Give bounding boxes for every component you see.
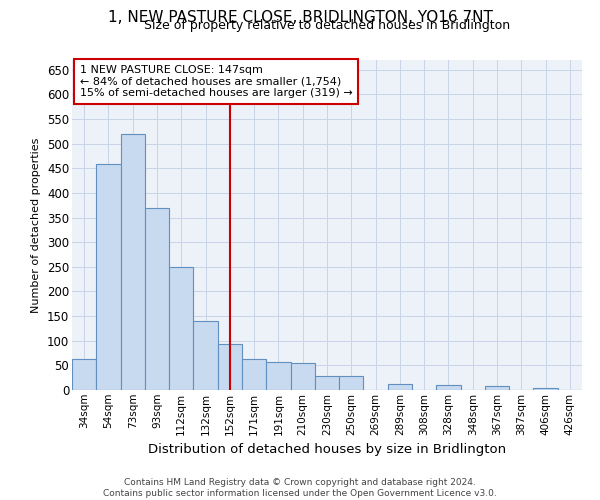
Bar [436, 385, 461, 390]
Bar [339, 376, 364, 390]
Bar [315, 376, 339, 390]
Bar [145, 208, 169, 390]
Bar [72, 360, 96, 390]
Bar [121, 134, 145, 390]
Bar [242, 360, 266, 390]
Text: 1 NEW PASTURE CLOSE: 147sqm
← 84% of detached houses are smaller (1,754)
15% of : 1 NEW PASTURE CLOSE: 147sqm ← 84% of det… [80, 65, 352, 98]
Bar [533, 388, 558, 390]
Text: Contains HM Land Registry data © Crown copyright and database right 2024.
Contai: Contains HM Land Registry data © Crown c… [103, 478, 497, 498]
Bar [96, 164, 121, 390]
Bar [266, 362, 290, 390]
Y-axis label: Number of detached properties: Number of detached properties [31, 138, 41, 312]
Bar [193, 321, 218, 390]
Bar [169, 267, 193, 390]
Bar [388, 384, 412, 390]
Bar [218, 344, 242, 390]
Bar [290, 363, 315, 390]
Text: 1, NEW PASTURE CLOSE, BRIDLINGTON, YO16 7NT: 1, NEW PASTURE CLOSE, BRIDLINGTON, YO16 … [107, 10, 493, 25]
Title: Size of property relative to detached houses in Bridlington: Size of property relative to detached ho… [144, 20, 510, 32]
Bar [485, 386, 509, 390]
X-axis label: Distribution of detached houses by size in Bridlington: Distribution of detached houses by size … [148, 443, 506, 456]
